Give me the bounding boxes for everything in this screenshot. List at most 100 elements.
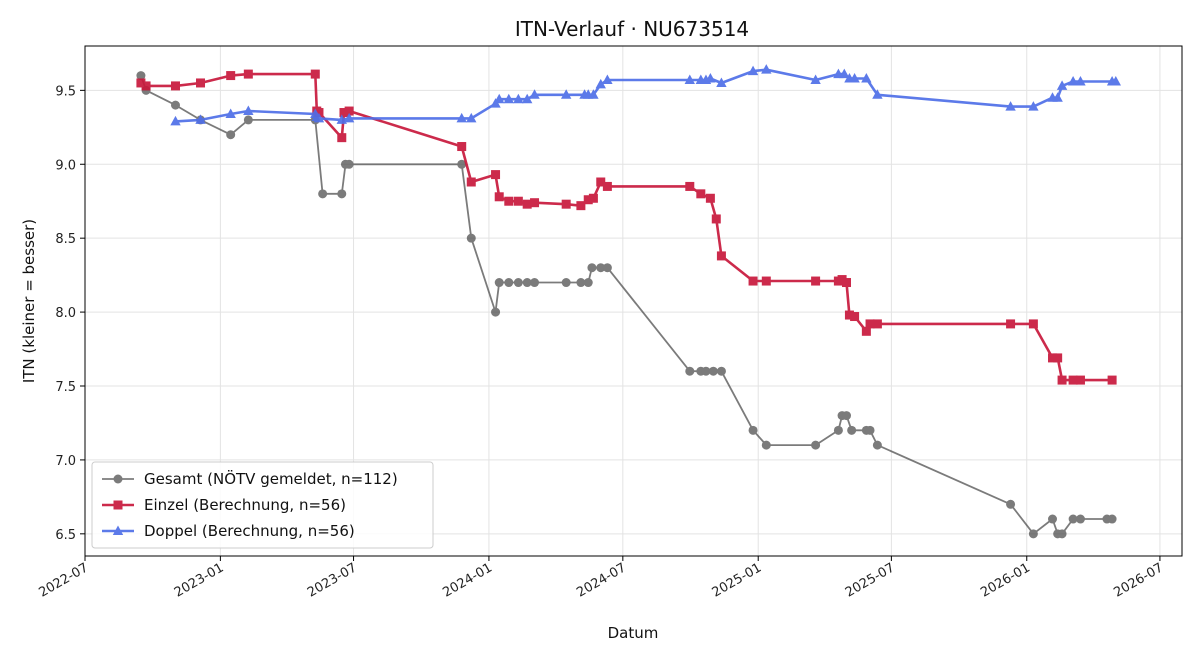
data-point (1110, 75, 1121, 86)
data-point (457, 159, 467, 169)
data-point (872, 319, 882, 329)
data-point (685, 181, 695, 191)
data-point (1057, 375, 1067, 385)
data-point (711, 214, 721, 224)
legend-marker (112, 525, 124, 535)
data-point (602, 74, 613, 84)
data-point (561, 199, 571, 209)
data-point (583, 195, 593, 205)
data-point (313, 112, 325, 123)
data-point (521, 93, 533, 104)
data-point (588, 89, 599, 99)
data-point (1057, 529, 1067, 539)
data-point (560, 89, 572, 99)
data-point (849, 73, 860, 83)
data-point (343, 112, 355, 123)
data-point (1075, 514, 1085, 524)
legend-entry-swatch (102, 525, 134, 535)
data-point (456, 112, 467, 123)
data-point (872, 89, 883, 99)
data-point (811, 276, 821, 286)
data-point (513, 278, 523, 288)
legend-marker (113, 474, 123, 484)
data-point (602, 181, 612, 191)
data-point (716, 77, 727, 87)
data-point (748, 425, 758, 435)
data-point (833, 425, 843, 435)
data-point (1028, 319, 1038, 329)
legend: Gesamt (NÖTV gemeldet, n=112) Einzel (Ber… (91, 461, 434, 549)
data-point (850, 312, 860, 322)
data-point (344, 159, 354, 169)
data-point (1053, 353, 1063, 363)
data-point (226, 130, 236, 140)
series-square (136, 69, 1117, 385)
data-point (337, 189, 347, 199)
data-point (841, 411, 851, 421)
data-point (170, 100, 180, 110)
x-axis-label: Datum (608, 624, 659, 642)
data-point (847, 425, 857, 435)
data-point (522, 278, 532, 288)
data-point (1056, 80, 1068, 90)
y-tick-label: 6.5 (55, 528, 76, 543)
data-point (872, 440, 882, 450)
data-point (243, 115, 253, 125)
data-point (1048, 353, 1058, 363)
data-point (513, 93, 524, 104)
y-axis-label: ITN (kleiner = besser) (20, 219, 38, 383)
data-point (1075, 375, 1085, 385)
y-tick-label: 8.0 (55, 306, 76, 321)
series-layer (136, 64, 1121, 539)
chart-title: ITN-Verlauf · NU673514 (515, 17, 749, 41)
data-point (491, 170, 501, 180)
data-point (716, 251, 726, 261)
data-point (339, 108, 349, 118)
legend-label: Einzel (Berechnung, n=56) (144, 496, 346, 514)
data-point (1067, 75, 1079, 86)
data-point (865, 425, 875, 435)
data-point (494, 93, 505, 104)
data-point (494, 192, 504, 202)
data-point (839, 68, 850, 79)
data-point (1048, 514, 1058, 524)
data-point (344, 106, 354, 116)
data-point (337, 133, 347, 143)
y-tick-label: 8.5 (55, 232, 76, 247)
data-point (595, 78, 606, 89)
data-point (841, 278, 851, 288)
data-point (701, 366, 711, 376)
data-point (596, 177, 606, 187)
legend-marker (113, 500, 123, 510)
data-point (336, 114, 347, 124)
data-point (1068, 514, 1078, 524)
data-point (587, 263, 597, 273)
data-point (522, 199, 532, 209)
data-point (226, 71, 236, 81)
data-point (1006, 499, 1016, 509)
series-circle (136, 71, 1117, 539)
data-point (1028, 529, 1038, 539)
data-point (530, 278, 540, 288)
legend-label: Doppel (Berechnung, n=56) (144, 522, 355, 540)
data-point (696, 189, 706, 199)
y-tick-label: 7.0 (55, 454, 76, 469)
data-point (195, 114, 206, 124)
y-tick-label: 9.0 (55, 158, 76, 173)
data-point (170, 115, 181, 126)
data-point (588, 193, 598, 203)
data-point (865, 319, 875, 329)
data-point (576, 201, 586, 211)
data-point (141, 81, 151, 91)
data-point (561, 278, 571, 288)
data-point (705, 193, 715, 203)
legend-label: Gesamt (NÖTV gemeldet, n=112) (144, 469, 398, 488)
plot-frame (84, 45, 1183, 557)
data-point (503, 93, 514, 104)
data-point (466, 112, 477, 123)
legend-entry-swatch (102, 474, 134, 484)
legend-entry-swatch (102, 500, 134, 510)
data-point (314, 108, 324, 118)
data-point (318, 189, 328, 199)
